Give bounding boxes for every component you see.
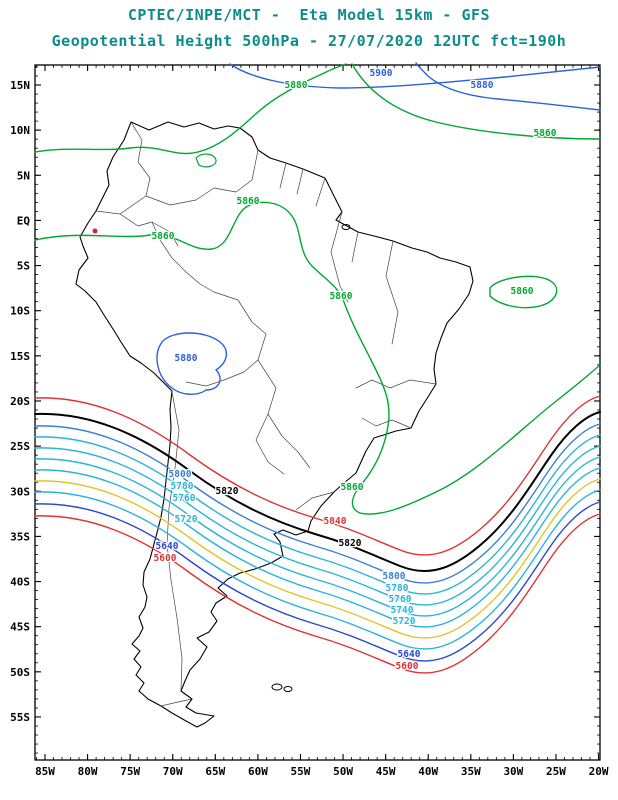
latitude-label: 10S <box>10 305 30 318</box>
contour-label-5780-r: 5780 <box>386 583 409 594</box>
latitude-label: 5N <box>17 169 30 182</box>
contour-5900-north <box>229 63 601 89</box>
latitude-label: 5S <box>17 260 30 273</box>
longitude-label: 60W <box>248 765 268 778</box>
contour-5880-small-loop <box>195 153 217 168</box>
country-borders <box>95 121 437 707</box>
latitude-label: 10N <box>10 124 30 137</box>
longitude-label: 30W <box>503 765 523 778</box>
islands <box>271 224 351 692</box>
contour-5820-pack <box>34 411 601 572</box>
contour-5700-pack <box>34 478 601 639</box>
contour-label-5820-a: 5820 <box>216 486 239 497</box>
contour-label-5760-l: 5760 <box>173 493 196 504</box>
contour-label-5860-e: 5860 <box>511 286 534 297</box>
contour-label-5800-l: 5800 <box>169 469 192 480</box>
contour-5640-pack <box>34 501 601 662</box>
contour-5680-pack <box>34 489 601 650</box>
latitude-label: 20S <box>10 395 30 408</box>
contour-5860-equatorial <box>34 201 601 515</box>
contour-label-5860-w: 5860 <box>152 231 175 242</box>
longitude-label: 55W <box>291 765 311 778</box>
contour-label-5860-c: 5860 <box>330 291 353 302</box>
longitude-label: 85W <box>35 765 55 778</box>
marajo-island <box>341 224 351 230</box>
longitude-label: 65W <box>205 765 225 778</box>
southern-contour-pack <box>34 395 601 674</box>
contour-5860-northeast <box>351 63 601 140</box>
contour-5800-pack <box>34 423 601 584</box>
contour-label-5760-r: 5760 <box>389 594 412 605</box>
contour-5860-closed-east <box>489 275 558 309</box>
longitude-label: 40W <box>418 765 438 778</box>
axis-labels: 85W 80W 75W 70W 65W 60W 55W 50W 45W 40W 35W 30W 25W 2… <box>10 79 609 778</box>
map-title-line1: CPTEC/INPE/MCT - Eta Model 15km - GFS <box>127 6 491 24</box>
contour-label-5860-ne: 5860 <box>534 128 557 139</box>
contour-label-5600-l: 5600 <box>154 553 177 564</box>
latitude-label: 15S <box>10 350 30 363</box>
contour-label-5880-bolivia: 5880 <box>175 353 198 364</box>
contour-label-5800-r: 5800 <box>383 571 406 582</box>
red-marker-dot <box>92 228 98 234</box>
contour-5840-pack <box>34 395 601 556</box>
longitude-label: 80W <box>78 765 98 778</box>
contour-5760-pack <box>34 445 601 606</box>
falkland-islands-west <box>271 683 283 691</box>
latitude-label: 25S <box>10 440 30 453</box>
northern-contours <box>34 62 601 515</box>
contour-label-5840: 5840 <box>324 516 347 527</box>
longitude-label: 70W <box>163 765 183 778</box>
contour-5880-northwest <box>34 63 347 155</box>
contour-5880-closed-bolivia <box>156 332 227 395</box>
latitude-label: 45S <box>10 621 30 634</box>
south-america-coastline <box>75 121 474 728</box>
contour-label-5880-ne: 5880 <box>471 80 494 91</box>
falkland-islands-east <box>283 686 293 692</box>
contour-label-5880-nw: 5880 <box>285 80 308 91</box>
longitude-label: 45W <box>376 765 396 778</box>
contour-label-5900: 5900 <box>370 68 393 79</box>
contour-label-5860-eq: 5860 <box>237 196 260 207</box>
longitude-label: 50W <box>333 765 353 778</box>
contour-5780-pack <box>34 434 601 595</box>
latitude-label: 30S <box>10 485 30 498</box>
longitude-label: 20W <box>589 765 609 778</box>
contour-label-5720-l: 5720 <box>175 514 198 525</box>
contour-label-5820-b: 5820 <box>339 538 362 549</box>
longitude-label: 75W <box>120 765 140 778</box>
longitude-label: 35W <box>461 765 481 778</box>
contour-label-5860-s: 5860 <box>341 482 364 493</box>
contour-5600-pack <box>34 513 601 674</box>
map-frame <box>34 64 601 761</box>
contour-label-5640-l: 5640 <box>156 541 179 552</box>
longitude-label: 25W <box>546 765 566 778</box>
latitude-label: 55S <box>10 711 30 724</box>
axis-ticks <box>35 65 600 760</box>
map-title-line2: Geopotential Height 500hPa - 27/07/2020 … <box>51 32 567 50</box>
latitude-label: EQ <box>17 214 31 227</box>
contour-5880-northeast <box>415 62 601 111</box>
latitude-label: 50S <box>10 666 30 679</box>
contour-labels: 5880 5900 5880 5860 5860 5860 5860 5860 … <box>150 67 558 674</box>
contour-label-5640-r: 5640 <box>398 649 421 660</box>
contour-label-5780-l: 5780 <box>171 481 194 492</box>
latitude-label: 35S <box>10 530 30 543</box>
contour-5720-pack <box>34 467 601 628</box>
contour-label-5600-r: 5600 <box>396 661 419 672</box>
contour-5740-pack <box>34 456 601 617</box>
latitude-label: 40S <box>10 576 30 589</box>
latitude-label: 15N <box>10 79 30 92</box>
contour-label-5720-r: 5720 <box>393 616 416 627</box>
contour-label-5740-r: 5740 <box>391 605 414 616</box>
